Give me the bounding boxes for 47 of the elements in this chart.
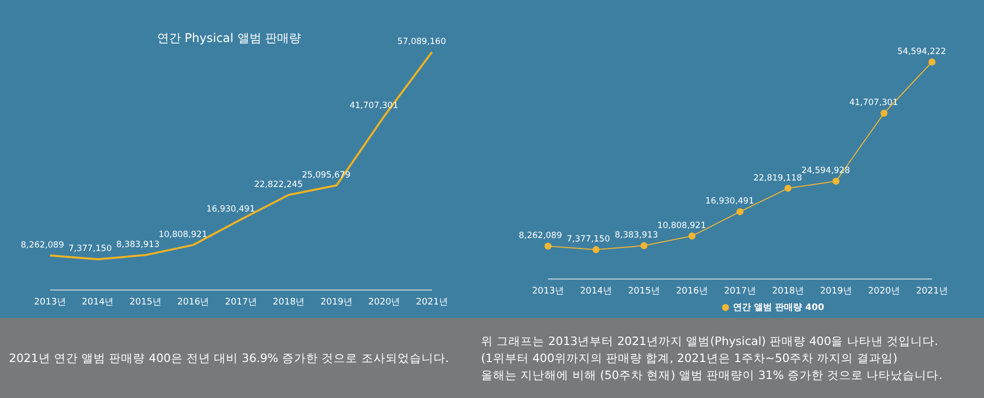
data-label: 22,819,118 — [753, 173, 802, 184]
x-tick-label: 2016년 — [177, 297, 210, 308]
x-tick-label: 2014년 — [82, 297, 114, 308]
x-tick-label: 2016년 — [676, 286, 708, 296]
x-tick-label: 2019년 — [820, 286, 852, 296]
x-tick-label: 2014년 — [580, 286, 612, 296]
data-label: 22,822,245 — [254, 180, 303, 190]
data-label: 8,262,089 — [518, 231, 562, 242]
point — [640, 242, 648, 250]
x-tick-label: 2021년 — [416, 297, 448, 308]
text: 2021년 연간 앨범 판매량 400은 전년 대비 36.9% 증가한 것으로 조사되었습니다. — [9, 350, 449, 366]
data-label: 8,383,913 — [614, 230, 658, 241]
x-tick-label: 2017년 — [225, 297, 257, 308]
data-label: 10,808,921 — [158, 230, 208, 240]
point — [880, 110, 888, 117]
x-tick-label: 2013년 — [34, 297, 66, 308]
x-tick-label: 2015년 — [628, 286, 660, 296]
data-label: 7,377,150 — [68, 244, 112, 254]
point — [736, 208, 744, 216]
data-label: 7,377,150 — [566, 234, 610, 245]
x-tick-label: 2017년 — [724, 286, 756, 296]
x-tick-label: 2018년 — [272, 297, 305, 308]
point — [544, 242, 552, 250]
data-label: 57,089,160 — [397, 37, 446, 47]
x-tick-label: 2018년 — [772, 286, 804, 296]
text: 위 그래프는 2013년부터 2021년까지 앨범(Physical) 판매량 400을 나타낸 것입니다. — [481, 332, 940, 350]
data-label: 8,383,913 — [116, 240, 160, 250]
point — [592, 246, 600, 254]
point — [688, 232, 696, 240]
x-tick-label: 2020년 — [368, 297, 400, 308]
x-tick-label: 2019년 — [320, 297, 352, 308]
chart-title: 연간 Physical 앨범 판매량 — [156, 31, 302, 45]
x-tick-label: 2020년 — [868, 286, 900, 296]
data-label: 16,930,491 — [705, 196, 754, 207]
data-label: 16,930,491 — [206, 204, 255, 214]
text: (1위부터 400위까지의 판매량 합계, 2021년은 1주차~50주차 까지의 결과임) — [481, 350, 898, 366]
legend-label: 연간 앨범 판매량 400 — [732, 303, 824, 313]
x-tick-label: 2013년 — [532, 286, 564, 296]
data-label: 10,808,921 — [657, 221, 706, 232]
x-tick-label: 2015년 — [130, 297, 162, 308]
x-tick-label: 2021년 — [916, 286, 948, 296]
point — [784, 184, 792, 192]
data-label: 54,594,222 — [897, 47, 946, 57]
point — [832, 178, 840, 185]
point — [928, 58, 936, 66]
text: 올해는 지난해에 비해 (50주차 현재) 앨범 판매량이 31% 증가한 것으로 나타났습니다. — [481, 366, 944, 384]
data-label: 8,262,089 — [20, 240, 64, 251]
